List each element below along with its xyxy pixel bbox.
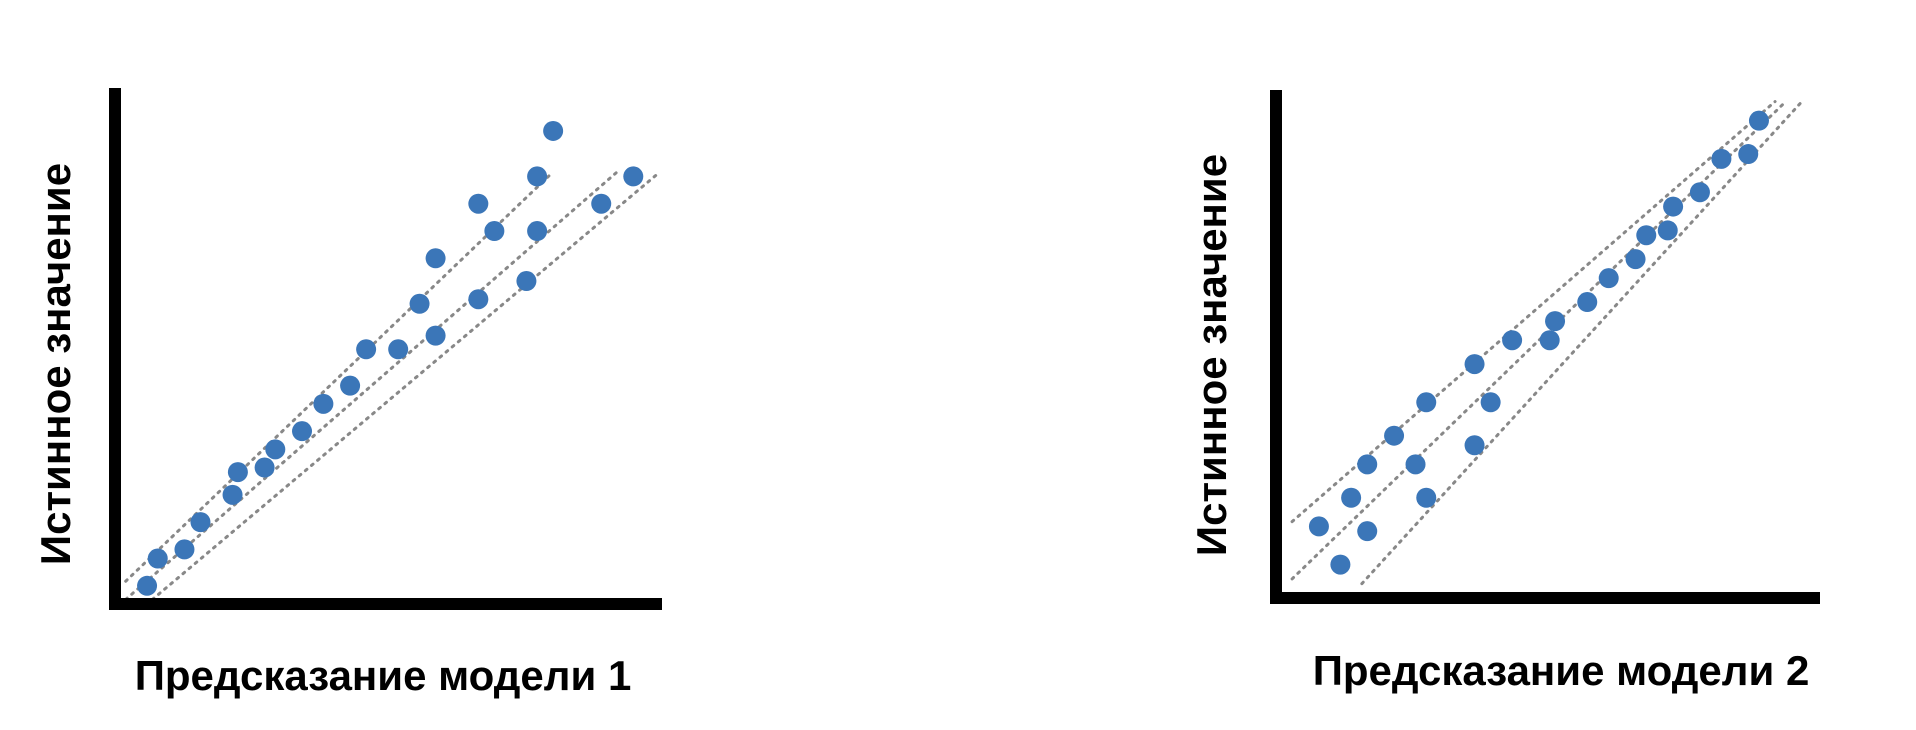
data-point xyxy=(591,193,612,214)
data-point xyxy=(1341,487,1362,508)
data-point xyxy=(313,393,334,414)
data-point xyxy=(356,339,377,360)
data-point xyxy=(1480,392,1501,413)
chart-2-x-axis-label: Предсказание модели 2 xyxy=(1313,647,1810,694)
data-point xyxy=(1598,268,1619,289)
data-point xyxy=(1545,311,1566,332)
data-point xyxy=(292,421,313,442)
data-point xyxy=(1711,148,1732,169)
data-point xyxy=(1405,454,1426,475)
data-point xyxy=(516,271,537,292)
data-point xyxy=(527,166,548,187)
data-point xyxy=(1577,292,1598,313)
chart-2-y-axis-label: Истинное значение xyxy=(1188,154,1235,556)
guide-line-1 xyxy=(1290,100,1777,524)
data-point xyxy=(409,293,430,314)
data-point xyxy=(265,439,286,460)
data-point xyxy=(1357,521,1378,542)
chart-1-x-axis-label: Предсказание модели 1 xyxy=(135,652,632,699)
data-point xyxy=(222,484,243,505)
chart-2-axes xyxy=(1270,90,1820,604)
guide-line-3 xyxy=(150,170,662,601)
data-point xyxy=(1689,182,1710,203)
chart-1-axes xyxy=(109,88,662,610)
data-point xyxy=(1357,454,1378,475)
data-point xyxy=(1416,487,1437,508)
chart-model-1: Предсказание модели 1 Истинное значение xyxy=(32,88,662,699)
data-point xyxy=(147,548,168,569)
data-point xyxy=(340,375,361,396)
data-point xyxy=(623,166,644,187)
data-point xyxy=(1502,330,1523,351)
guide-line-3 xyxy=(1360,100,1804,586)
data-point xyxy=(1416,392,1437,413)
guide-line-2 xyxy=(124,170,619,601)
data-point xyxy=(1748,110,1769,131)
data-point xyxy=(1663,196,1684,217)
data-point xyxy=(388,339,409,360)
data-point xyxy=(190,512,211,533)
chart-1-guide-lines xyxy=(124,170,662,601)
data-point xyxy=(227,462,248,483)
data-point xyxy=(468,289,489,310)
data-point xyxy=(425,325,446,346)
chart-model-2: Предсказание модели 2 Истинное значение xyxy=(1188,90,1820,694)
data-point xyxy=(1636,225,1657,246)
data-point xyxy=(1464,354,1485,375)
data-point xyxy=(1464,435,1485,456)
chart-1-points xyxy=(137,120,644,596)
data-point xyxy=(1738,144,1759,165)
data-point xyxy=(1625,249,1646,270)
data-point xyxy=(1539,330,1560,351)
data-point xyxy=(137,575,158,596)
data-point xyxy=(1330,554,1351,575)
chart-2-points xyxy=(1308,110,1769,575)
chart-1-y-axis-label: Истинное значение xyxy=(32,163,79,565)
data-point xyxy=(425,248,446,269)
data-point xyxy=(468,193,489,214)
chart-2-guide-lines xyxy=(1290,100,1804,586)
data-point xyxy=(1657,220,1678,241)
data-point xyxy=(484,221,505,242)
guide-line-2 xyxy=(1290,100,1788,581)
data-point xyxy=(174,539,195,560)
data-point xyxy=(543,120,564,141)
data-point xyxy=(1308,516,1329,537)
data-point xyxy=(527,221,548,242)
data-point xyxy=(1384,425,1405,446)
data-point xyxy=(254,457,275,478)
